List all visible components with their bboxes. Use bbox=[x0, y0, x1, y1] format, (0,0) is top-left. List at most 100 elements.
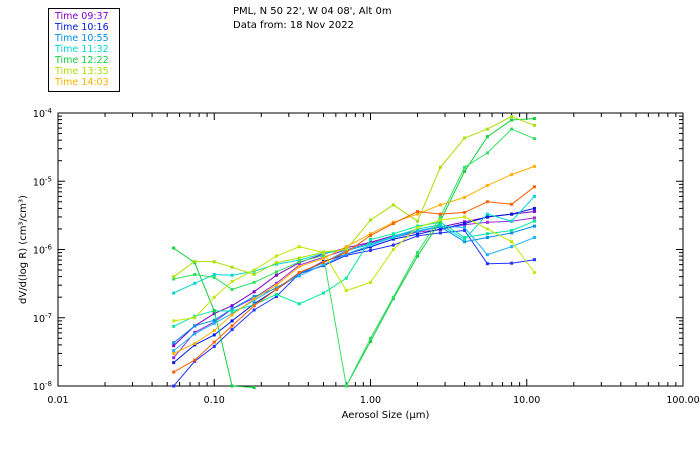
data-point bbox=[274, 261, 278, 265]
data-point bbox=[274, 294, 278, 298]
series-line bbox=[172, 127, 536, 388]
series-path bbox=[173, 211, 535, 347]
data-point bbox=[172, 384, 176, 388]
data-point bbox=[212, 260, 216, 264]
data-point bbox=[510, 245, 514, 249]
series-line bbox=[172, 114, 536, 279]
data-point bbox=[463, 235, 467, 239]
data-point bbox=[212, 321, 216, 325]
data-point bbox=[321, 256, 325, 260]
data-point bbox=[212, 344, 216, 348]
data-point bbox=[297, 245, 301, 249]
data-point bbox=[172, 356, 176, 360]
data-point bbox=[172, 370, 176, 374]
data-point bbox=[485, 262, 489, 266]
data-point bbox=[212, 333, 216, 337]
data-point bbox=[463, 222, 467, 226]
data-point bbox=[297, 265, 301, 269]
data-point bbox=[193, 273, 197, 277]
series-line bbox=[172, 219, 536, 328]
data-point bbox=[172, 246, 176, 250]
date-header: Data from: 18 Nov 2022 bbox=[233, 20, 354, 31]
series-path bbox=[173, 247, 255, 388]
data-point bbox=[172, 319, 176, 323]
data-point bbox=[510, 261, 514, 265]
data-point bbox=[344, 250, 348, 254]
data-point bbox=[212, 273, 216, 277]
data-point bbox=[193, 316, 197, 320]
data-point bbox=[230, 287, 234, 291]
axis-ticks: 0.01 0.10 1.00 10.00 100.00 10-8 10-7 10-6 10-5 1… bbox=[33, 107, 700, 406]
data-point bbox=[230, 265, 234, 269]
data-point bbox=[532, 185, 536, 189]
data-point bbox=[193, 259, 197, 263]
data-point bbox=[369, 245, 372, 249]
data-point bbox=[344, 384, 348, 388]
data-point bbox=[252, 294, 256, 298]
data-point bbox=[438, 203, 442, 207]
data-point bbox=[193, 324, 197, 328]
data-point bbox=[344, 245, 348, 249]
data-point bbox=[369, 280, 372, 284]
data-point bbox=[485, 215, 489, 219]
data-point bbox=[438, 215, 442, 219]
data-point bbox=[510, 173, 514, 177]
data-point bbox=[510, 231, 514, 235]
data-point bbox=[485, 235, 489, 239]
data-point bbox=[297, 256, 301, 260]
data-point bbox=[369, 234, 372, 238]
data-point bbox=[321, 291, 325, 295]
data-point bbox=[485, 253, 489, 257]
data-point bbox=[212, 275, 216, 279]
y-tick-label: 10-5 bbox=[33, 175, 52, 188]
data-point bbox=[172, 277, 176, 281]
data-point bbox=[463, 165, 467, 169]
data-point bbox=[532, 216, 536, 220]
x-tick-label: 0.10 bbox=[204, 395, 225, 406]
data-point bbox=[463, 228, 467, 232]
series-path bbox=[173, 220, 535, 327]
data-point bbox=[297, 302, 301, 306]
legend-item: Time 09:37 bbox=[55, 11, 109, 22]
data-point bbox=[391, 295, 395, 299]
data-point bbox=[369, 232, 372, 236]
data-point bbox=[274, 273, 278, 277]
data-point bbox=[274, 292, 278, 296]
series-path bbox=[345, 118, 535, 387]
series-line bbox=[172, 209, 536, 348]
series-line bbox=[172, 117, 536, 390]
data-point bbox=[230, 319, 234, 323]
data-point bbox=[321, 260, 325, 264]
y-axis-label: dV/d(log R) (cm³/cm³) bbox=[18, 195, 29, 304]
data-point bbox=[438, 227, 442, 231]
data-point bbox=[230, 313, 234, 317]
series-path bbox=[173, 225, 535, 344]
data-point bbox=[416, 234, 420, 238]
data-point bbox=[532, 219, 536, 223]
location-header: PML, N 50 22', W 04 08', Alt 0m bbox=[233, 6, 392, 17]
y-tick-label: 10-7 bbox=[33, 312, 52, 325]
data-point bbox=[510, 212, 514, 216]
data-point bbox=[230, 384, 234, 388]
data-point bbox=[510, 219, 514, 223]
data-point bbox=[438, 231, 442, 235]
data-point bbox=[391, 232, 395, 236]
data-point bbox=[532, 164, 536, 168]
data-point bbox=[172, 324, 176, 328]
data-point bbox=[532, 235, 536, 239]
y-tick-label: 10-8 bbox=[33, 380, 52, 393]
data-point bbox=[485, 183, 489, 187]
data-point bbox=[193, 332, 197, 336]
data-point bbox=[391, 203, 395, 207]
data-point bbox=[274, 287, 278, 291]
data-point bbox=[212, 312, 216, 316]
data-point bbox=[485, 220, 489, 224]
series-line bbox=[172, 185, 536, 374]
data-point bbox=[172, 361, 176, 365]
data-point bbox=[510, 202, 514, 206]
data-point bbox=[252, 273, 256, 277]
data-point bbox=[172, 344, 176, 348]
data-point bbox=[485, 151, 489, 155]
data-point bbox=[391, 237, 395, 241]
x-tick-label: 10.00 bbox=[513, 395, 540, 406]
